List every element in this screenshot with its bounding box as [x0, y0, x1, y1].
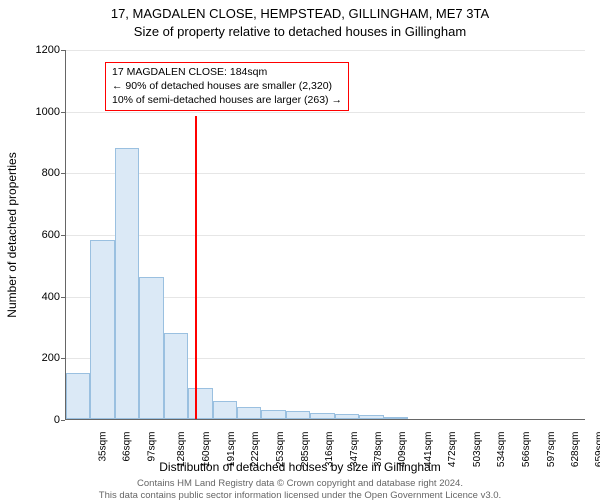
histogram-bar [237, 407, 261, 419]
y-tick-mark [61, 420, 65, 421]
x-tick-label: 628sqm [570, 432, 581, 468]
x-tick-label: 66sqm [122, 432, 133, 462]
x-tick-label: 191sqm [226, 432, 237, 468]
annotation-line: 17 MAGDALEN CLOSE: 184sqm [112, 65, 342, 79]
x-tick-label: 160sqm [201, 432, 212, 468]
gridline [66, 50, 585, 51]
histogram-bar [66, 373, 90, 419]
histogram-bar [384, 417, 408, 419]
y-tick-mark [61, 297, 65, 298]
x-tick-label: 503sqm [472, 432, 483, 468]
attribution-line2: This data contains public sector informa… [0, 490, 600, 500]
x-tick-label: 566sqm [521, 432, 532, 468]
histogram-bar [90, 240, 114, 419]
x-tick-label: 534sqm [496, 432, 507, 468]
y-tick-label: 1200 [10, 44, 60, 56]
x-tick-label: 441sqm [423, 432, 434, 468]
chart-container: 17, MAGDALEN CLOSE, HEMPSTEAD, GILLINGHA… [0, 0, 600, 500]
x-tick-label: 128sqm [176, 432, 187, 468]
histogram-bar [310, 413, 334, 419]
histogram-bar [115, 148, 139, 419]
y-tick-label: 400 [10, 291, 60, 303]
chart-subtitle: Size of property relative to detached ho… [0, 24, 600, 39]
x-tick-label: 378sqm [373, 432, 384, 468]
chart-address-title: 17, MAGDALEN CLOSE, HEMPSTEAD, GILLINGHA… [0, 6, 600, 21]
y-tick-mark [61, 235, 65, 236]
histogram-bar [188, 388, 212, 419]
histogram-bar [286, 411, 310, 419]
y-tick-label: 0 [10, 414, 60, 426]
histogram-bar [139, 277, 163, 419]
x-tick-label: 35sqm [97, 432, 108, 462]
x-tick-label: 597sqm [546, 432, 557, 468]
x-tick-label: 285sqm [300, 432, 311, 468]
x-tick-label: 347sqm [349, 432, 360, 468]
x-tick-label: 472sqm [447, 432, 458, 468]
x-tick-label: 409sqm [398, 432, 409, 468]
histogram-bar [164, 333, 188, 419]
histogram-bar [335, 414, 359, 419]
y-tick-mark [61, 50, 65, 51]
gridline [66, 112, 585, 113]
annotation-box: 17 MAGDALEN CLOSE: 184sqm← 90% of detach… [105, 62, 349, 111]
gridline [66, 235, 585, 236]
histogram-bar [261, 410, 285, 419]
x-tick-label: 316sqm [324, 432, 335, 468]
y-tick-mark [61, 112, 65, 113]
annotation-line: ← 90% of detached houses are smaller (2,… [112, 79, 342, 93]
y-tick-label: 200 [10, 352, 60, 364]
y-tick-mark [61, 173, 65, 174]
gridline [66, 173, 585, 174]
x-tick-label: 97sqm [146, 432, 157, 462]
y-tick-label: 800 [10, 167, 60, 179]
x-tick-label: 659sqm [595, 432, 600, 468]
histogram-bar [359, 415, 383, 419]
y-tick-mark [61, 358, 65, 359]
x-tick-label: 253sqm [275, 432, 286, 468]
histogram-bar [213, 401, 237, 420]
annotation-line: 10% of semi-detached houses are larger (… [112, 93, 342, 107]
x-tick-label: 222sqm [250, 432, 261, 468]
y-tick-label: 1000 [10, 106, 60, 118]
attribution-line1: Contains HM Land Registry data © Crown c… [0, 478, 600, 489]
marker-line [195, 116, 197, 419]
y-tick-label: 600 [10, 229, 60, 241]
